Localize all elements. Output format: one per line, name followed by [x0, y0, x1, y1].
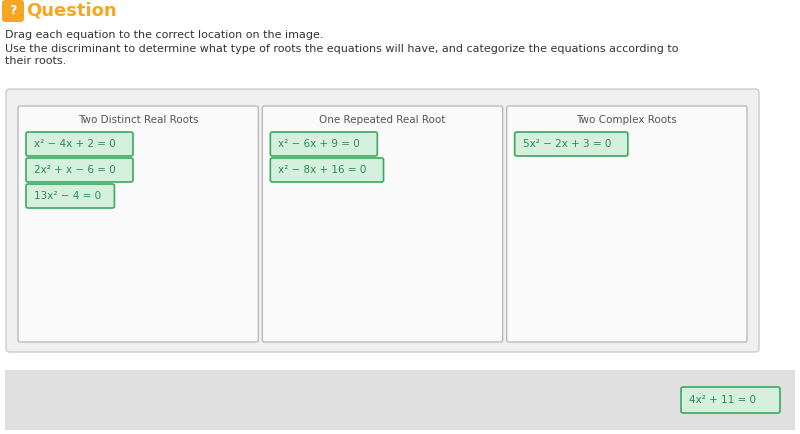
Text: x² − 8x + 16 = 0: x² − 8x + 16 = 0	[278, 165, 366, 175]
Text: Use the discriminant to determine what type of roots the equations will have, an: Use the discriminant to determine what t…	[5, 44, 678, 54]
FancyBboxPatch shape	[2, 0, 24, 22]
FancyBboxPatch shape	[26, 158, 133, 182]
FancyBboxPatch shape	[506, 106, 747, 342]
FancyBboxPatch shape	[681, 387, 780, 413]
Text: their roots.: their roots.	[5, 56, 66, 66]
FancyBboxPatch shape	[26, 184, 114, 208]
FancyBboxPatch shape	[270, 158, 383, 182]
Text: Question: Question	[26, 2, 117, 20]
FancyBboxPatch shape	[270, 132, 378, 156]
Text: x² − 6x + 9 = 0: x² − 6x + 9 = 0	[278, 139, 360, 149]
Text: 4x² + 11 = 0: 4x² + 11 = 0	[689, 395, 756, 405]
Text: Two Complex Roots: Two Complex Roots	[577, 115, 678, 125]
FancyBboxPatch shape	[18, 106, 258, 342]
Text: 13x² − 4 = 0: 13x² − 4 = 0	[34, 191, 101, 201]
FancyBboxPatch shape	[514, 132, 628, 156]
FancyBboxPatch shape	[262, 106, 502, 342]
FancyBboxPatch shape	[5, 370, 795, 430]
Text: Two Distinct Real Roots: Two Distinct Real Roots	[78, 115, 198, 125]
Text: One Repeated Real Root: One Repeated Real Root	[319, 115, 446, 125]
Text: 5x² − 2x + 3 = 0: 5x² − 2x + 3 = 0	[522, 139, 611, 149]
Text: x² − 4x + 2 = 0: x² − 4x + 2 = 0	[34, 139, 116, 149]
FancyBboxPatch shape	[6, 89, 759, 352]
Text: ?: ?	[10, 4, 17, 17]
Text: Drag each equation to the correct location on the image.: Drag each equation to the correct locati…	[5, 30, 323, 40]
Text: 2x² + x − 6 = 0: 2x² + x − 6 = 0	[34, 165, 116, 175]
FancyBboxPatch shape	[26, 132, 133, 156]
